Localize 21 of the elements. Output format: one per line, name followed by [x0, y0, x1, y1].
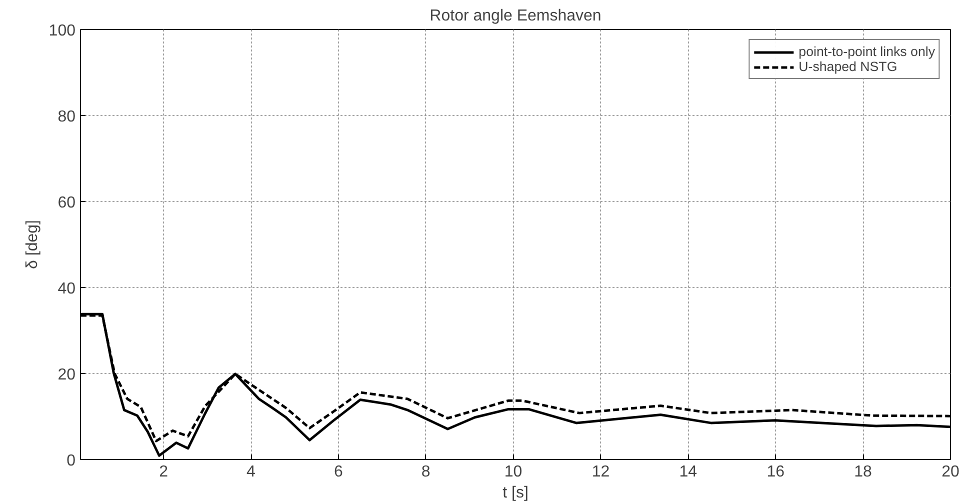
y-tick-label: 100 — [48, 22, 76, 40]
x-tick-label: 12 — [592, 464, 610, 480]
y-tick-label: 0 — [66, 452, 76, 470]
x-tick-label: 18 — [854, 464, 872, 480]
x-tick-label: 6 — [334, 464, 343, 480]
x-tick-label: 10 — [504, 464, 522, 480]
y-axis-title: δ [deg] — [24, 220, 41, 269]
y-tick-label: 80 — [58, 108, 76, 126]
chart-title: Rotor angle Eemshaven — [430, 8, 602, 24]
y-tick-label: 40 — [58, 280, 76, 298]
x-tick-label: 4 — [246, 464, 256, 480]
y-tick-label: 60 — [58, 194, 76, 212]
legend-label: U-shaped NSTG — [798, 59, 898, 74]
y-tick-label: 20 — [58, 366, 76, 384]
x-tick-label: 20 — [942, 464, 960, 480]
x-axis-title: t [s] — [502, 484, 528, 502]
legend-label: point-to-point links only — [798, 44, 935, 59]
x-tick-label: 14 — [679, 464, 698, 480]
x-tick-label: 2 — [159, 464, 168, 480]
x-tick-label: 16 — [766, 464, 785, 480]
x-tick-label: 8 — [421, 464, 430, 480]
